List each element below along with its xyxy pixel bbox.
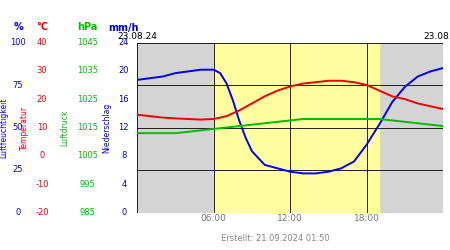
Text: 1035: 1035 <box>77 66 98 75</box>
Text: 0: 0 <box>15 208 21 217</box>
Text: °C: °C <box>36 22 48 32</box>
Text: 24: 24 <box>118 38 129 47</box>
Text: Niederschlag: Niederschlag <box>102 102 111 152</box>
Text: 100: 100 <box>10 38 26 47</box>
Text: 20: 20 <box>118 66 129 75</box>
Text: 12: 12 <box>118 123 129 132</box>
Text: 995: 995 <box>80 180 95 189</box>
Text: 1005: 1005 <box>77 151 98 160</box>
Text: 8: 8 <box>121 151 126 160</box>
Text: 1025: 1025 <box>77 95 98 104</box>
Text: 1015: 1015 <box>77 123 98 132</box>
Text: 0: 0 <box>121 208 126 217</box>
Text: 4: 4 <box>121 180 126 189</box>
Bar <box>214 42 379 212</box>
Text: 25: 25 <box>13 166 23 174</box>
Text: 30: 30 <box>36 66 47 75</box>
Text: Luftfeuchtigkeit: Luftfeuchtigkeit <box>0 97 8 158</box>
Text: 40: 40 <box>36 38 47 47</box>
Text: 1045: 1045 <box>77 38 98 47</box>
Text: 20: 20 <box>36 95 47 104</box>
Text: 75: 75 <box>13 80 23 90</box>
Text: Luftdruck: Luftdruck <box>61 109 70 146</box>
Text: 0: 0 <box>39 151 45 160</box>
Text: mm/h: mm/h <box>108 22 139 32</box>
Text: 10: 10 <box>36 123 47 132</box>
Text: 16: 16 <box>118 95 129 104</box>
Text: Erstellt: 21.09.2024 01:50: Erstellt: 21.09.2024 01:50 <box>220 234 329 243</box>
Text: 985: 985 <box>80 208 96 217</box>
Text: 50: 50 <box>13 123 23 132</box>
Text: -10: -10 <box>35 180 49 189</box>
Text: hPa: hPa <box>77 22 98 32</box>
Text: Temperatur: Temperatur <box>20 106 29 150</box>
Text: %: % <box>13 22 23 32</box>
Text: -20: -20 <box>35 208 49 217</box>
